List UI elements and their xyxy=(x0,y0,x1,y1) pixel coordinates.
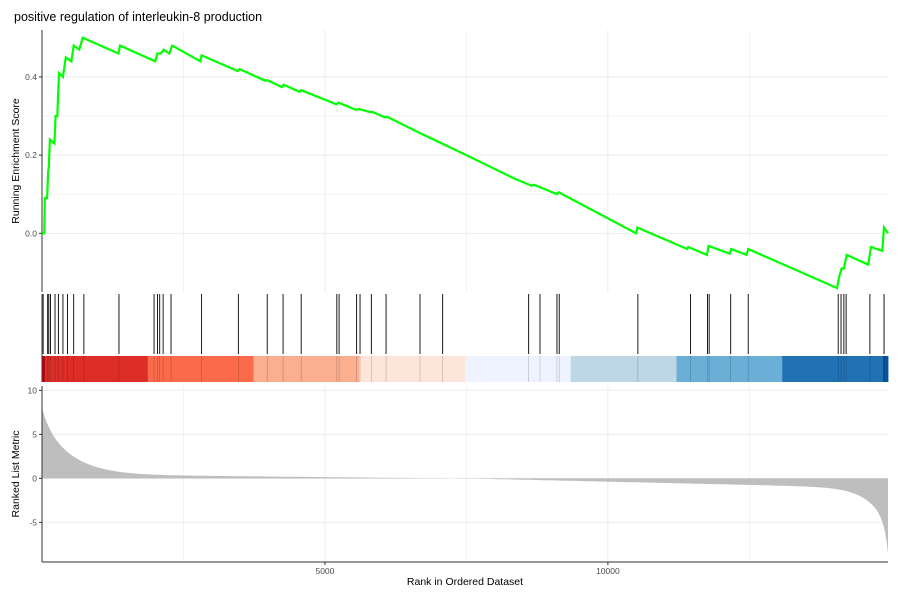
enrichment-y-tick-label: 0.2 xyxy=(25,150,37,160)
x-axis-ticks: 5000 10000 xyxy=(315,562,620,576)
metric-y-ticks: -5 0 5 10 xyxy=(28,385,42,527)
enrichment-y-tick-label: 0.4 xyxy=(25,72,37,82)
enrichment-panel: 0.0 0.2 0.4 Running Enrichment Score xyxy=(10,30,889,292)
enrichment-y-axis-label: Running Enrichment Score xyxy=(10,98,22,224)
heat-band-extreme-start xyxy=(42,356,45,382)
ranked-list-metric-area xyxy=(42,408,888,554)
heat-band xyxy=(253,356,360,382)
heat-band xyxy=(570,356,677,382)
metric-grid xyxy=(42,386,888,562)
heat-band xyxy=(782,356,889,382)
metric-y-tick-label: 10 xyxy=(28,385,38,395)
gene-hit-markers xyxy=(42,294,885,382)
x-axis-label: Rank in Ordered Dataset xyxy=(407,576,523,588)
enrichment-y-ticks: 0.0 0.2 0.4 xyxy=(25,72,42,238)
enrichment-y-tick-label: 0.0 xyxy=(25,228,37,238)
x-tick-label: 5000 xyxy=(315,566,334,576)
heat-band xyxy=(147,356,254,382)
running-enrichment-score-line xyxy=(42,36,889,290)
metric-panel: -5 0 5 10 5000 10000 Ranked List Metric Rank… xyxy=(10,385,888,588)
enrichment-grid xyxy=(42,30,888,292)
metric-y-tick-label: 5 xyxy=(32,429,37,439)
heat-band xyxy=(676,356,783,382)
hits-panel xyxy=(41,294,889,382)
heat-band xyxy=(359,356,466,382)
chart-title: positive regulation of interleukin-8 pro… xyxy=(14,10,262,24)
metric-y-tick-label: 0 xyxy=(32,473,37,483)
x-tick-label: 10000 xyxy=(596,566,620,576)
heat-band xyxy=(42,356,149,382)
rank-heat-bar xyxy=(42,356,889,382)
metric-y-tick-label: -5 xyxy=(29,517,37,527)
heat-band xyxy=(465,356,572,382)
heat-band-extreme-end xyxy=(883,356,888,382)
metric-y-axis-label: Ranked List Metric xyxy=(10,431,22,518)
